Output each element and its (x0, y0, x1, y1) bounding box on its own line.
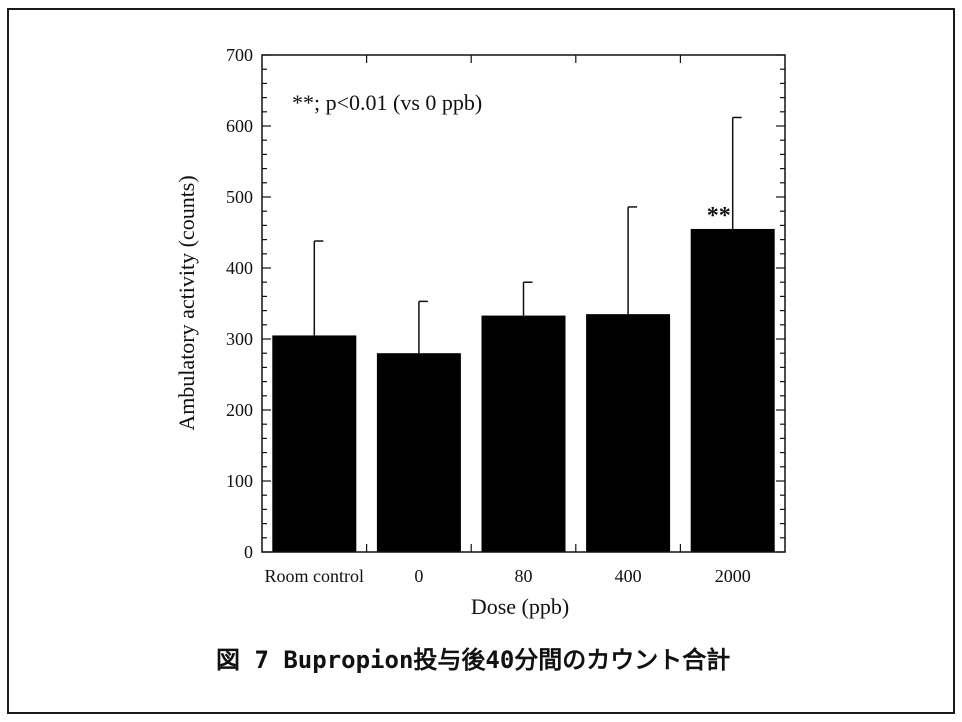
x-tick-label: 400 (615, 566, 642, 586)
bar (690, 228, 775, 552)
x-tick-label: 80 (515, 566, 533, 586)
y-axis-label: Ambulatory activity (counts) (174, 175, 199, 430)
x-tick-label: 2000 (715, 566, 751, 586)
y-tick-label: 700 (226, 45, 253, 65)
bar (272, 335, 357, 552)
bar (586, 314, 671, 552)
y-tick-label: 500 (226, 187, 253, 207)
x-tick-label: Room control (265, 566, 365, 586)
plot-frame (261, 54, 786, 553)
x-axis-label: Dose (ppb) (471, 594, 569, 619)
figure-caption: 図 7 Bupropion投与後40分間のカウント合計 (216, 646, 731, 674)
y-tick-label: 200 (226, 400, 253, 420)
x-tick-label: 0 (414, 566, 423, 586)
y-tick-label: 0 (244, 542, 253, 562)
bar (481, 315, 566, 552)
y-tick-label: 300 (226, 329, 253, 349)
significance-annotation: **; p<0.01 (vs 0 ppb) (292, 90, 482, 115)
significance-mark: ** (707, 203, 731, 229)
y-tick-label: 600 (226, 116, 253, 136)
bar (376, 353, 461, 552)
figure-frame (7, 8, 955, 714)
y-tick-label: 100 (226, 471, 253, 491)
y-tick-label: 400 (226, 258, 253, 278)
